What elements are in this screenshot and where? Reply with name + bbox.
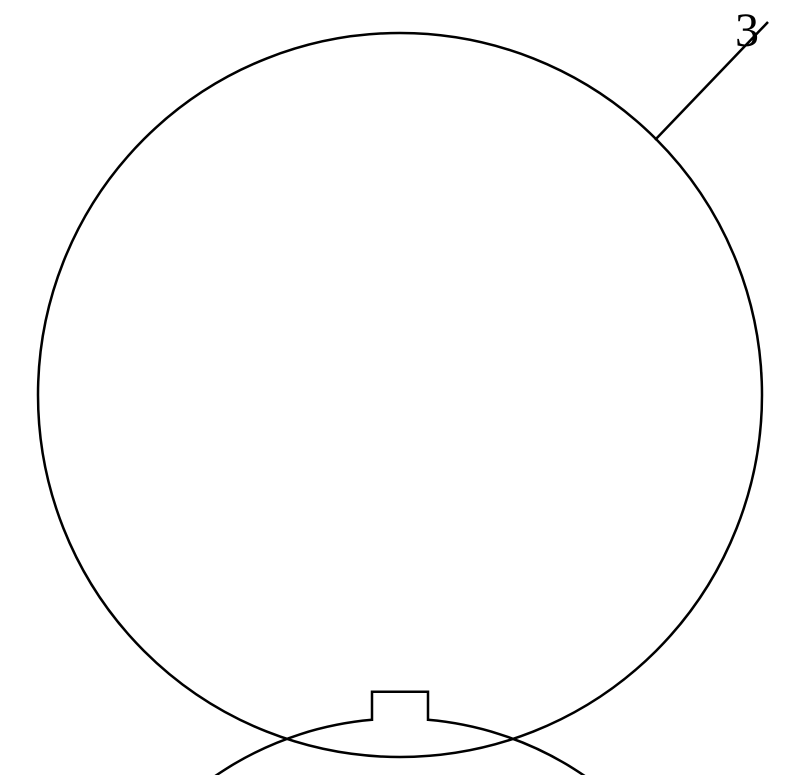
ring-diagram [0,0,801,775]
part-label-3: 3 [735,3,759,58]
outer-circle [38,33,762,757]
inner-contour-with-notch [74,692,726,775]
